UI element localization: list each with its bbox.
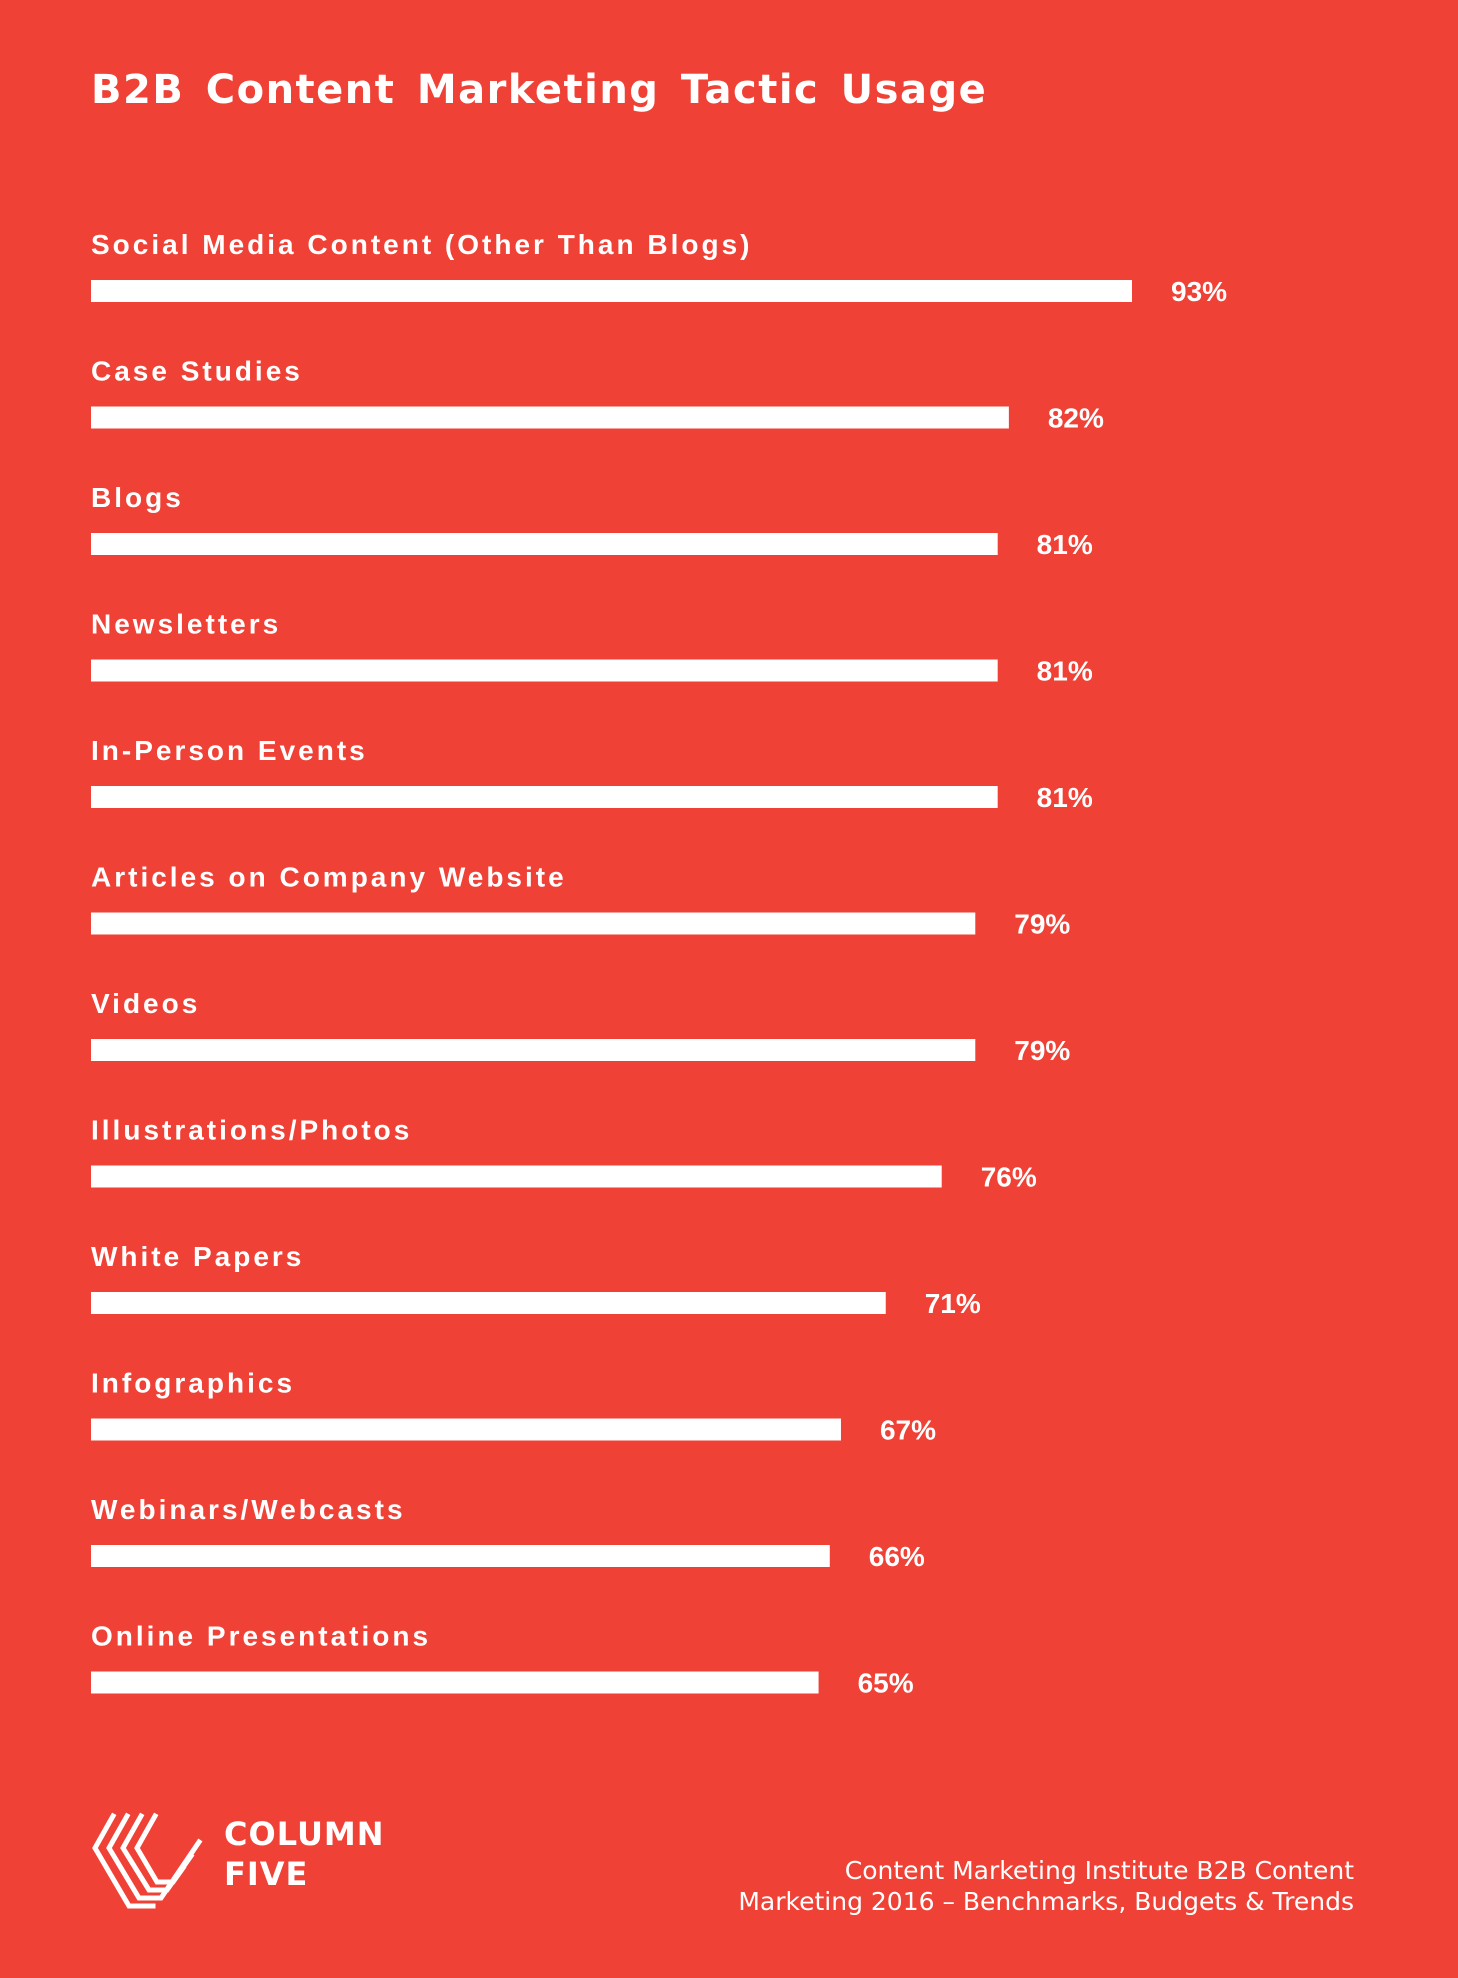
category-label: Webinars/Webcasts [91,1494,406,1525]
category-label: Videos [91,988,200,1019]
value-label: 81% [1037,529,1093,560]
bar [91,1165,942,1188]
category-label: Infographics [91,1368,295,1399]
value-label: 66% [869,1541,925,1572]
logo-line-1: COLUMN [224,1815,385,1853]
category-label: Newsletters [91,609,281,640]
source-citation: Content Marketing Institute B2B Content … [738,1855,1354,1917]
category-label: Articles on Company Website [91,862,567,893]
category-label: In-Person Events [91,735,368,766]
bar [91,1418,841,1441]
column-five-logo: COLUMN FIVE [91,1812,391,1912]
value-label: 93% [1171,276,1227,307]
value-label: 65% [858,1668,914,1699]
column-five-logo-icon [92,1812,203,1909]
bar [91,406,1009,429]
bar [91,786,998,808]
bar-chart: Social Media Content (Other Than Blogs) 9… [91,229,1227,1699]
bar [91,280,1132,302]
value-label: 79% [1014,909,1070,940]
source-line-1: Content Marketing Institute B2B Content [844,1856,1354,1885]
category-label: Online Presentations [91,1621,431,1652]
bar [91,1039,976,1061]
value-label: 82% [1048,403,1104,434]
category-label: Case Studies [91,356,303,387]
bar [91,1545,830,1567]
category-label: Blogs [91,482,184,513]
page-title: B2B Content Marketing Tactic Usage [91,67,988,113]
value-label: 79% [1014,1035,1070,1066]
category-label: Social Media Content (Other Than Blogs) [91,229,752,260]
value-label: 81% [1037,656,1093,687]
bar [91,1292,886,1314]
logo-wordmark: COLUMN FIVE [224,1814,385,1894]
value-label: 81% [1037,782,1093,813]
category-label: White Papers [91,1241,304,1272]
value-label: 67% [880,1415,936,1446]
logo-line-2: FIVE [224,1855,309,1893]
source-line-2: Marketing 2016 – Benchmarks, Budgets & T… [738,1887,1354,1916]
category-label: Illustrations/Photos [91,1115,412,1146]
bar [91,533,998,555]
bar [91,659,998,682]
bar [91,1671,819,1694]
bar [91,912,976,935]
value-label: 76% [981,1162,1037,1193]
value-label: 71% [925,1288,981,1319]
